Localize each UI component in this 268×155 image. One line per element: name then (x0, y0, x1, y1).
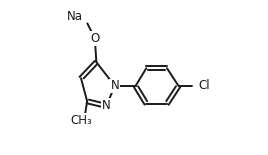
Text: O: O (90, 32, 99, 45)
Text: Na: Na (67, 10, 83, 23)
Text: CH₃: CH₃ (70, 114, 92, 127)
Text: N: N (102, 99, 111, 112)
Text: Cl: Cl (198, 80, 210, 92)
Text: N: N (110, 80, 119, 92)
